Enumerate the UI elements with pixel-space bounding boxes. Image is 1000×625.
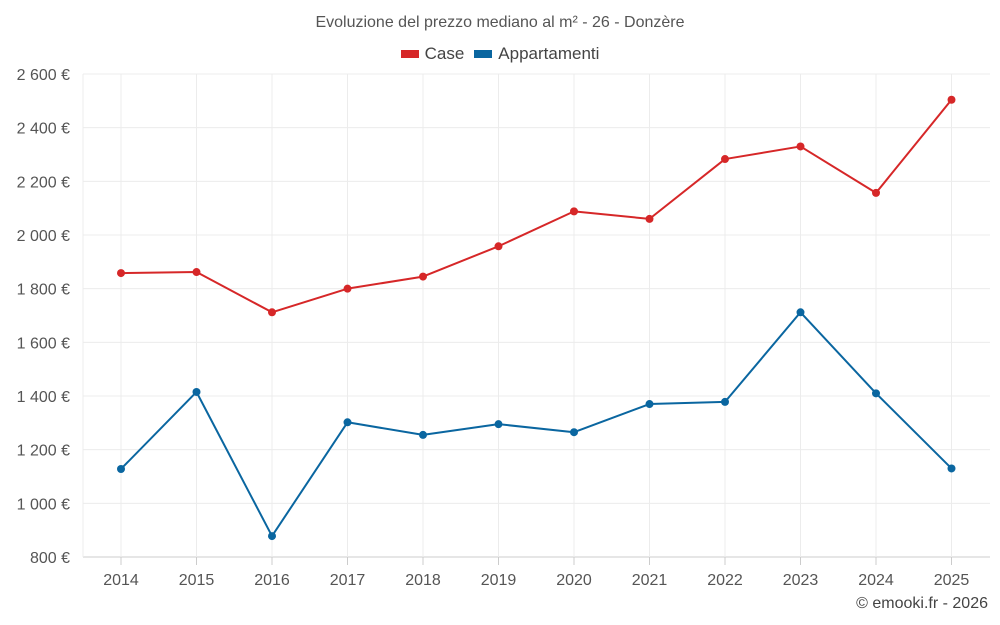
data-point-case bbox=[268, 308, 276, 317]
data-point-case bbox=[872, 188, 880, 197]
data-point-appartamenti bbox=[645, 400, 654, 409]
legend-item-case[interactable]: Case bbox=[400, 44, 465, 64]
data-point-case bbox=[192, 268, 201, 277]
legend-item-appartamenti[interactable]: Appartamenti bbox=[474, 44, 599, 64]
data-point-case bbox=[796, 142, 805, 151]
y-tick-label: 800 € bbox=[30, 550, 70, 567]
data-point-appartamenti bbox=[796, 308, 805, 317]
data-point-appartamenti bbox=[343, 418, 352, 427]
legend-label-case: Case bbox=[424, 44, 465, 63]
series-line-appartamenti bbox=[120, 311, 953, 538]
data-point-appartamenti bbox=[419, 430, 427, 439]
x-tick-label: 2021 bbox=[632, 572, 668, 589]
y-tick-label: 1 200 € bbox=[17, 443, 70, 460]
x-tick-label: 2024 bbox=[858, 572, 894, 589]
data-point-case bbox=[645, 214, 654, 223]
x-tick-label: 2023 bbox=[783, 572, 819, 589]
x-tick-label: 2019 bbox=[481, 572, 517, 589]
data-point-case bbox=[570, 207, 578, 216]
x-tick-label: 2020 bbox=[556, 572, 592, 589]
data-point-appartamenti bbox=[192, 387, 201, 396]
x-tick-label: 2017 bbox=[330, 572, 366, 589]
data-point-case bbox=[419, 272, 427, 281]
data-point-appartamenti bbox=[721, 397, 729, 406]
data-point-case bbox=[947, 95, 956, 104]
data-point-appartamenti bbox=[947, 464, 956, 473]
y-tick-label: 1 000 € bbox=[17, 496, 70, 513]
x-tick-label: 2014 bbox=[103, 572, 139, 589]
data-point-case bbox=[117, 269, 125, 278]
legend-swatch-appartamenti bbox=[474, 50, 493, 58]
x-tick-label: 2025 bbox=[934, 572, 970, 589]
data-point-case bbox=[494, 242, 503, 251]
credit-text: © emooki.fr - 2026 bbox=[856, 595, 988, 612]
y-tick-label: 2 600 € bbox=[17, 67, 70, 84]
data-point-appartamenti bbox=[494, 420, 503, 429]
data-point-appartamenti bbox=[268, 532, 276, 541]
x-tick-label: 2016 bbox=[254, 572, 290, 589]
legend-swatch-case bbox=[400, 50, 419, 58]
x-tick-label: 2015 bbox=[179, 572, 215, 589]
series-line-case bbox=[120, 99, 953, 314]
y-tick-label: 2 400 € bbox=[17, 121, 70, 138]
x-tick-label: 2022 bbox=[707, 572, 743, 589]
chart-title: Evoluzione del prezzo mediano al m² - 26… bbox=[315, 14, 685, 31]
y-tick-label: 1 800 € bbox=[17, 282, 70, 299]
data-point-case bbox=[343, 284, 352, 293]
x-tick-label: 2018 bbox=[405, 572, 441, 589]
y-tick-label: 2 200 € bbox=[17, 174, 70, 191]
y-tick-label: 2 000 € bbox=[17, 228, 70, 245]
data-point-case bbox=[721, 155, 729, 164]
legend-label-appartamenti: Appartamenti bbox=[498, 44, 600, 63]
data-point-appartamenti bbox=[570, 428, 578, 437]
y-tick-label: 1 400 € bbox=[17, 389, 70, 406]
data-point-appartamenti bbox=[872, 389, 880, 398]
y-tick-label: 1 600 € bbox=[17, 335, 70, 352]
legend: Case Appartamenti bbox=[0, 44, 1000, 64]
data-point-appartamenti bbox=[117, 464, 125, 473]
